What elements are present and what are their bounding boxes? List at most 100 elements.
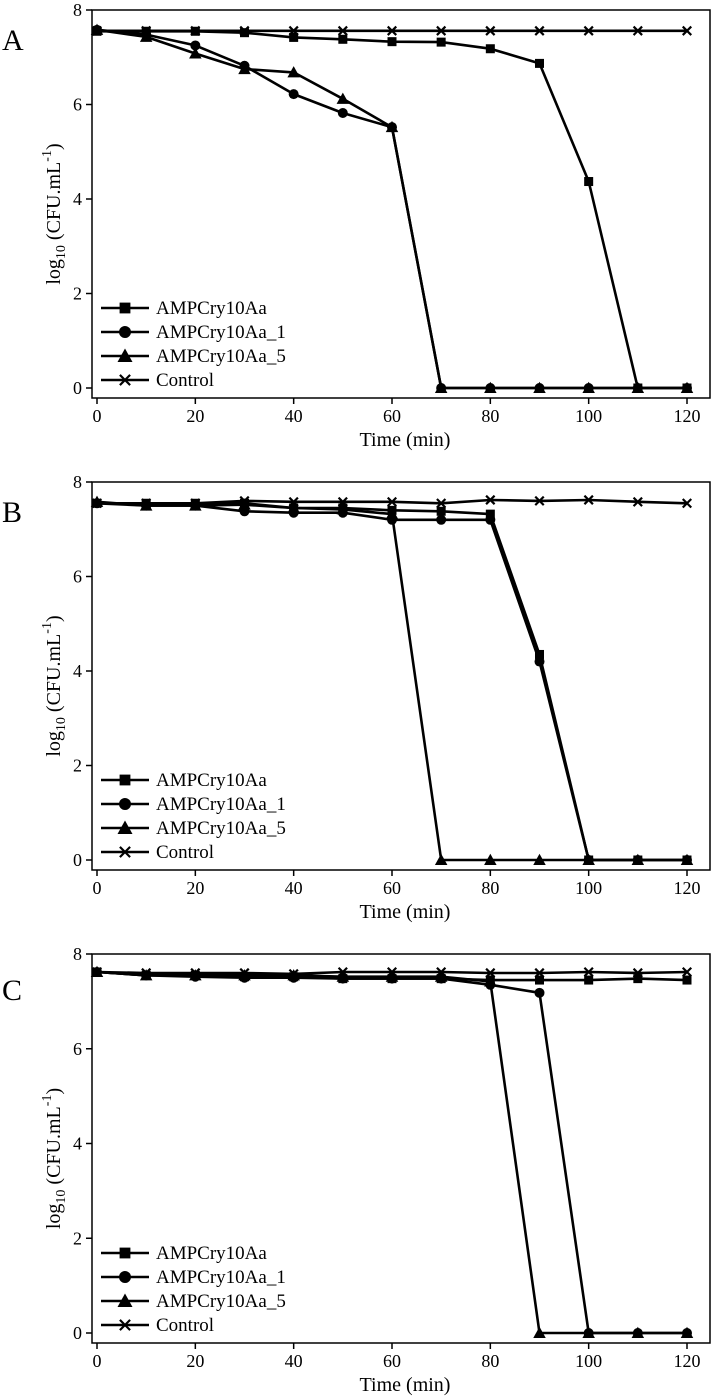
data-point	[385, 120, 399, 133]
data-point	[91, 966, 103, 978]
x-tick-label: 0	[93, 1351, 102, 1371]
data-point	[90, 23, 104, 35]
data-point	[436, 966, 447, 978]
data-point	[534, 987, 545, 998]
data-point	[141, 25, 152, 36]
data-point	[141, 498, 152, 509]
data-point	[584, 975, 594, 985]
x-tick-label: 60	[383, 406, 401, 426]
data-point	[91, 498, 103, 509]
data-point	[632, 496, 643, 507]
data-point	[337, 108, 348, 119]
data-point	[90, 495, 104, 507]
data-point	[436, 25, 447, 36]
legend-marker	[119, 374, 131, 386]
x-tick-label: 0	[93, 878, 102, 898]
data-point	[238, 498, 251, 510]
x-tick-label: 80	[481, 1351, 499, 1371]
y-tick-label: 4	[73, 661, 82, 681]
data-point	[535, 58, 544, 68]
y-tick-label: 0	[73, 850, 82, 870]
legend-marker	[119, 846, 131, 858]
y-tick-label: 6	[73, 95, 82, 115]
x-tick-label: 20	[186, 1351, 204, 1371]
data-point	[434, 381, 448, 393]
x-tick-label: 60	[383, 878, 401, 898]
data-point	[287, 66, 300, 78]
data-point	[139, 30, 153, 42]
y-tick-label: 2	[73, 284, 82, 304]
data-point	[584, 177, 594, 187]
legend-marker	[119, 326, 131, 338]
data-point	[533, 853, 546, 865]
data-point	[632, 967, 643, 978]
legend-label: AMPCry10Aa	[156, 1243, 267, 1264]
data-point	[582, 1326, 595, 1338]
data-point	[189, 47, 202, 59]
legend-label: Control	[156, 370, 214, 391]
data-point	[91, 25, 103, 36]
data-point	[631, 1326, 645, 1338]
x-axis-label: Time (min)	[360, 901, 451, 923]
y-axis-label: log10 (CFU.mL-1)	[40, 1088, 69, 1229]
data-point	[240, 28, 249, 38]
x-tick-label: 80	[481, 406, 499, 426]
y-axis-label: log10 (CFU.mL-1)	[40, 143, 69, 284]
legend-marker	[119, 1319, 131, 1331]
y-tick-label: 8	[73, 0, 82, 20]
data-point	[680, 1326, 694, 1338]
x-axis-label: Time (min)	[360, 1374, 451, 1396]
legend-marker	[117, 1293, 133, 1307]
data-point	[190, 967, 201, 978]
data-point	[287, 501, 300, 513]
x-tick-label: 100	[575, 878, 602, 898]
legend-label: AMPCry10Aa_1	[156, 794, 286, 815]
y-tick-label: 6	[73, 1039, 82, 1059]
data-point	[337, 966, 348, 978]
legend-label: AMPCry10Aa_1	[156, 1267, 286, 1288]
y-tick-label: 4	[73, 189, 82, 209]
y-tick-label: 4	[73, 1134, 82, 1154]
data-point	[535, 649, 544, 659]
data-point	[582, 381, 595, 393]
legend-marker	[119, 774, 131, 786]
data-point	[534, 656, 545, 667]
data-point	[385, 970, 399, 982]
plot-frame	[91, 9, 711, 399]
data-point	[288, 25, 299, 36]
data-point	[289, 32, 299, 42]
data-point	[386, 496, 398, 507]
data-point	[534, 25, 545, 36]
data-point	[387, 37, 397, 47]
legend-label: AMPCry10Aa	[156, 298, 267, 319]
y-tick-label: 2	[73, 756, 82, 776]
data-point	[631, 381, 645, 393]
data-point	[632, 25, 643, 36]
data-point	[434, 970, 448, 982]
x-tick-label: 120	[674, 1351, 701, 1371]
x-tick-label: 20	[186, 406, 204, 426]
x-tick-label: 120	[674, 878, 701, 898]
x-tick-label: 20	[186, 878, 204, 898]
legend-marker	[117, 820, 133, 834]
data-point	[190, 25, 201, 36]
legend-label: AMPCry10Aa_1	[156, 322, 286, 343]
data-point	[484, 975, 497, 987]
data-point	[436, 506, 446, 516]
x-tick-label: 120	[674, 406, 701, 426]
data-point	[190, 40, 201, 51]
data-point	[582, 853, 595, 865]
data-point	[434, 853, 448, 865]
data-point	[385, 507, 399, 520]
legend-label: AMPCry10Aa_5	[156, 346, 286, 367]
data-point	[288, 968, 299, 979]
y-tick-label: 0	[73, 378, 82, 398]
data-point	[337, 25, 348, 36]
data-point	[535, 975, 544, 985]
data-point	[239, 967, 250, 978]
data-point	[533, 1326, 546, 1338]
